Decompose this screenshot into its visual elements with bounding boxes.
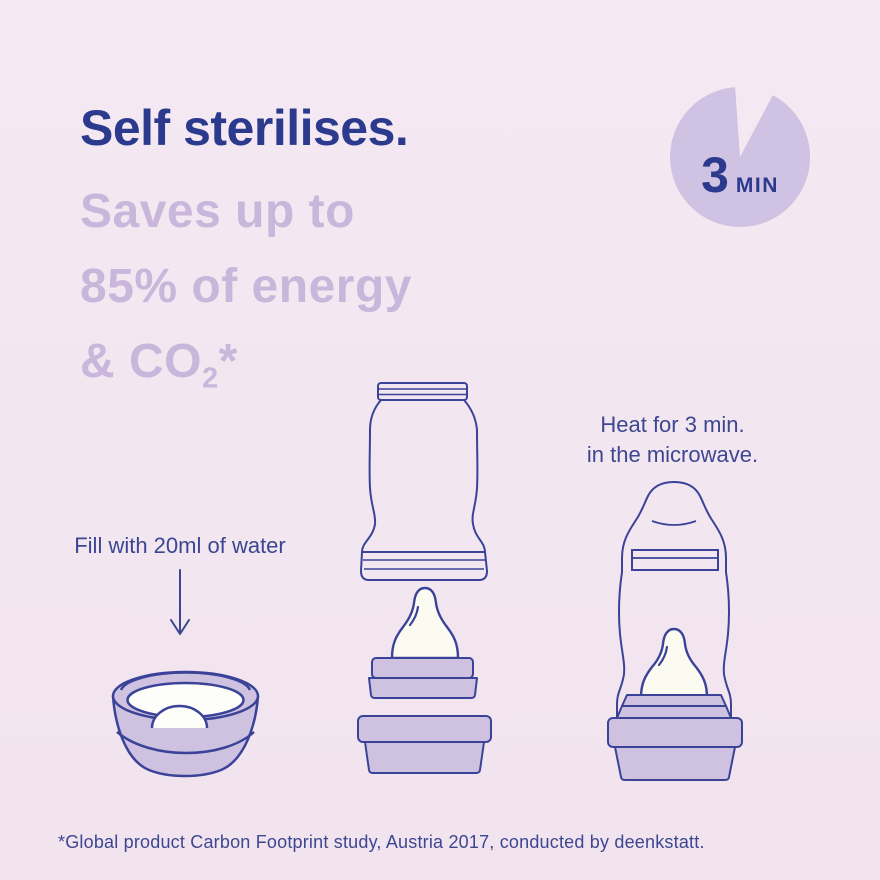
step-heat-label-line-2: in the microwave.	[586, 442, 759, 467]
subtitle-line-1: Saves up to	[80, 185, 355, 238]
page-subtitle: Saves up to 85% of energy & CO2*	[80, 174, 412, 399]
steriliser-bowl-illustration	[111, 670, 260, 778]
timer-unit: MIN	[735, 174, 779, 197]
footnote-text: *Global product Carbon Footprint study, …	[58, 832, 705, 852]
timer-label: 3 MIN	[670, 146, 810, 204]
subtitle-line-2: 85% of energy	[80, 260, 412, 313]
step-fill-label: Fill with 20ml of water	[74, 533, 286, 558]
bottle-parts-illustration	[357, 382, 492, 774]
step-heat-label-line-1: Heat for 3 min.	[600, 412, 745, 437]
step-heat-label: Heat for 3 min. in the microwave.	[550, 410, 795, 470]
subtitle-line-3: & CO2*	[80, 335, 238, 395]
assembled-bottle-illustration	[607, 480, 743, 781]
page-title: Self sterilises.	[80, 100, 409, 156]
footnote-asterisk: *	[218, 335, 238, 388]
timer-value: 3	[701, 147, 729, 203]
pie-timer-icon	[670, 87, 810, 227]
co2-subscript: 2	[202, 362, 219, 395]
arrow-down-icon	[170, 569, 190, 635]
